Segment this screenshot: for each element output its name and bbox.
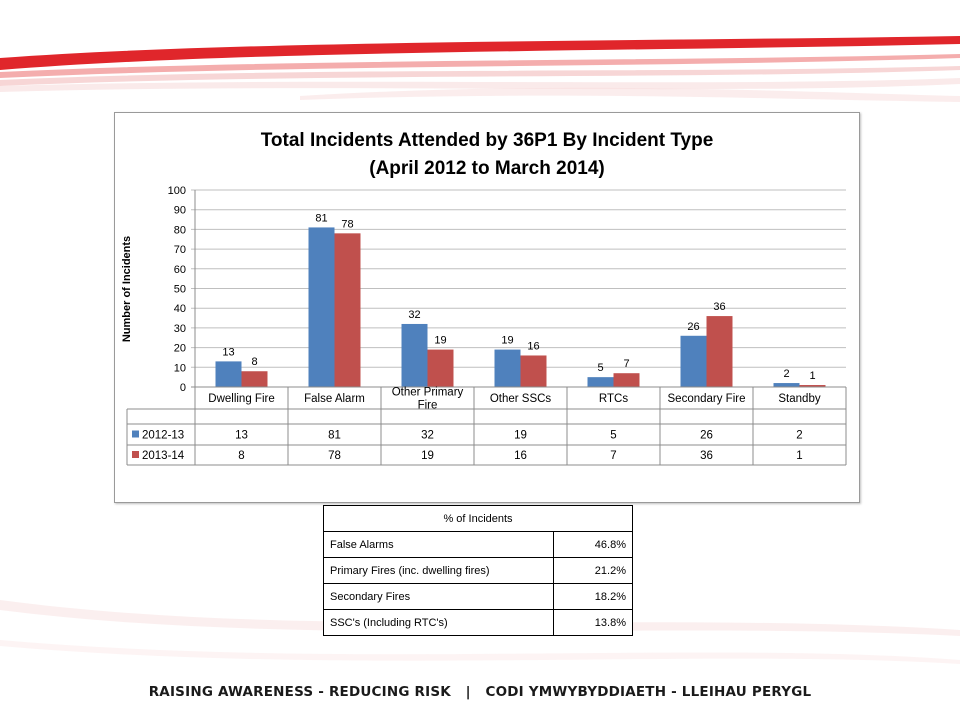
category-label: Standby bbox=[778, 393, 820, 405]
bar bbox=[520, 355, 547, 387]
y-axis-label: Number of Incidents bbox=[121, 236, 133, 342]
y-axis-ticks: 0 10 20 30 40 50 60 70 80 90 100 bbox=[168, 185, 186, 394]
table-row: SSC's (Including RTC's) 13.8% bbox=[323, 609, 633, 636]
row-label: SSC's (Including RTC's) bbox=[323, 609, 554, 636]
table-cell-value: 78 bbox=[328, 450, 341, 462]
bar bbox=[799, 385, 826, 387]
data-label: 32 bbox=[408, 309, 420, 321]
bar bbox=[680, 335, 707, 387]
chart-subtitle: (April 2012 to March 2014) bbox=[369, 158, 604, 179]
y-tick-label: 60 bbox=[174, 264, 186, 276]
row-value: 13.8% bbox=[553, 609, 633, 636]
row-value: 21.2% bbox=[553, 557, 633, 584]
category-label: Other Primary bbox=[392, 387, 464, 399]
table-row: False Alarms 46.8% bbox=[323, 531, 633, 558]
table-cell-value: 2 bbox=[796, 430, 802, 442]
y-tick-label: 20 bbox=[174, 343, 186, 355]
y-tick-label: 30 bbox=[174, 323, 186, 335]
data-label: 1 bbox=[809, 370, 815, 382]
table-row: Secondary Fires 18.2% bbox=[323, 583, 633, 610]
category-label: Other SSCs bbox=[490, 393, 552, 405]
bar bbox=[401, 323, 428, 387]
legend-swatch bbox=[132, 430, 139, 438]
chart-title: Total Incidents Attended by 36P1 By Inci… bbox=[261, 130, 714, 151]
data-label: 7 bbox=[623, 358, 629, 370]
table-cell-value: 5 bbox=[610, 430, 616, 442]
row-label: False Alarms bbox=[323, 531, 554, 558]
legend-swatch bbox=[132, 451, 139, 458]
row-label: Primary Fires (inc. dwelling fires) bbox=[323, 557, 554, 584]
table-cell-value: 81 bbox=[328, 430, 341, 442]
data-label: 19 bbox=[501, 335, 513, 347]
table-cell-value: 13 bbox=[235, 430, 248, 442]
bar bbox=[773, 383, 800, 387]
data-label: 8 bbox=[251, 356, 257, 368]
table-cell-value: 7 bbox=[610, 450, 616, 462]
category-label: RTCs bbox=[599, 393, 628, 405]
category-label: Secondary Fire bbox=[668, 393, 746, 405]
data-label: 36 bbox=[713, 301, 725, 313]
footer-slogan: RAISING AWARENESS - REDUCING RISK | CODI… bbox=[148, 684, 812, 700]
y-tick-label: 40 bbox=[174, 303, 186, 315]
table-cell-value: 16 bbox=[514, 450, 527, 462]
data-labels: 13 81 32 19 5 26 2 8 78 19 16 7 36 1 bbox=[222, 212, 815, 382]
bar bbox=[427, 349, 454, 387]
bar bbox=[215, 361, 242, 387]
bar bbox=[241, 371, 268, 387]
bar bbox=[706, 316, 733, 387]
bar bbox=[334, 233, 361, 387]
data-label: 26 bbox=[687, 321, 699, 333]
data-label: 13 bbox=[222, 346, 234, 358]
row-value: 46.8% bbox=[553, 531, 633, 558]
table-header-row: % of Incidents bbox=[323, 505, 633, 532]
data-label: 2 bbox=[783, 368, 789, 380]
legend-series-name: 2012-13 bbox=[142, 430, 184, 442]
bar bbox=[613, 373, 640, 387]
y-tick-label: 100 bbox=[168, 185, 186, 197]
percent-incidents-table: % of Incidents False Alarms 46.8% Primar… bbox=[323, 505, 633, 636]
chart-data-table: Dwelling Fire False Alarm Other PrimaryFir… bbox=[126, 386, 847, 466]
table-cell-value: 26 bbox=[700, 430, 713, 442]
y-tick-label: 70 bbox=[174, 244, 186, 256]
bar bbox=[494, 349, 521, 387]
chart-frame: Total Incidents Attended by 36P1 By Inci… bbox=[114, 112, 860, 503]
table-cell-value: 1 bbox=[796, 450, 802, 462]
table-row: Primary Fires (inc. dwelling fires) 21.2… bbox=[323, 557, 633, 584]
category-label: Fire bbox=[418, 400, 438, 412]
table-cell-value: 8 bbox=[238, 450, 244, 462]
category-label: False Alarm bbox=[304, 393, 365, 405]
data-label: 16 bbox=[527, 340, 539, 352]
y-tick-label: 50 bbox=[174, 284, 186, 296]
data-label: 19 bbox=[434, 335, 446, 347]
legend-series-name: 2013-14 bbox=[142, 450, 185, 462]
bars bbox=[215, 227, 826, 387]
y-tick-label: 90 bbox=[174, 205, 186, 217]
table-cell-value: 32 bbox=[421, 430, 434, 442]
y-tick-label: 10 bbox=[174, 362, 186, 374]
row-label: Secondary Fires bbox=[323, 583, 554, 610]
bar-chart: Total Incidents Attended by 36P1 By Inci… bbox=[121, 130, 847, 466]
bar bbox=[308, 227, 335, 387]
category-label: Dwelling Fire bbox=[208, 393, 274, 405]
data-label: 81 bbox=[315, 212, 327, 224]
table-cell-value: 36 bbox=[700, 450, 713, 462]
y-tick-label: 80 bbox=[174, 224, 186, 236]
table-header-cell: % of Incidents bbox=[323, 505, 633, 532]
row-value: 18.2% bbox=[553, 583, 633, 610]
bar bbox=[587, 377, 614, 387]
data-label: 5 bbox=[597, 362, 603, 374]
y-tick-label: 0 bbox=[180, 382, 186, 394]
table-cell-value: 19 bbox=[514, 430, 527, 442]
data-label: 78 bbox=[341, 218, 353, 230]
table-cell-value: 19 bbox=[421, 450, 434, 462]
